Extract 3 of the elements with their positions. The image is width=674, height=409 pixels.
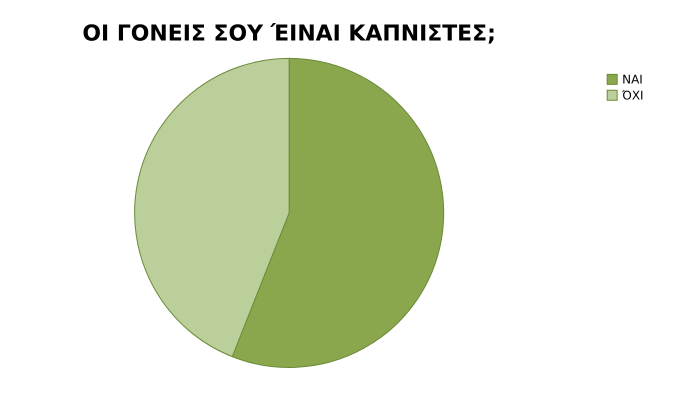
legend-label: ΝΑΙ [622,72,643,86]
legend-label: ΌΧΙ [621,88,644,102]
chart-title: ΟΙ ΓΟΝΕΙΣ ΣΟΥ ΈΙΝΑΙ ΚΑΠΝΙΣΤΕΣ; [82,21,496,46]
